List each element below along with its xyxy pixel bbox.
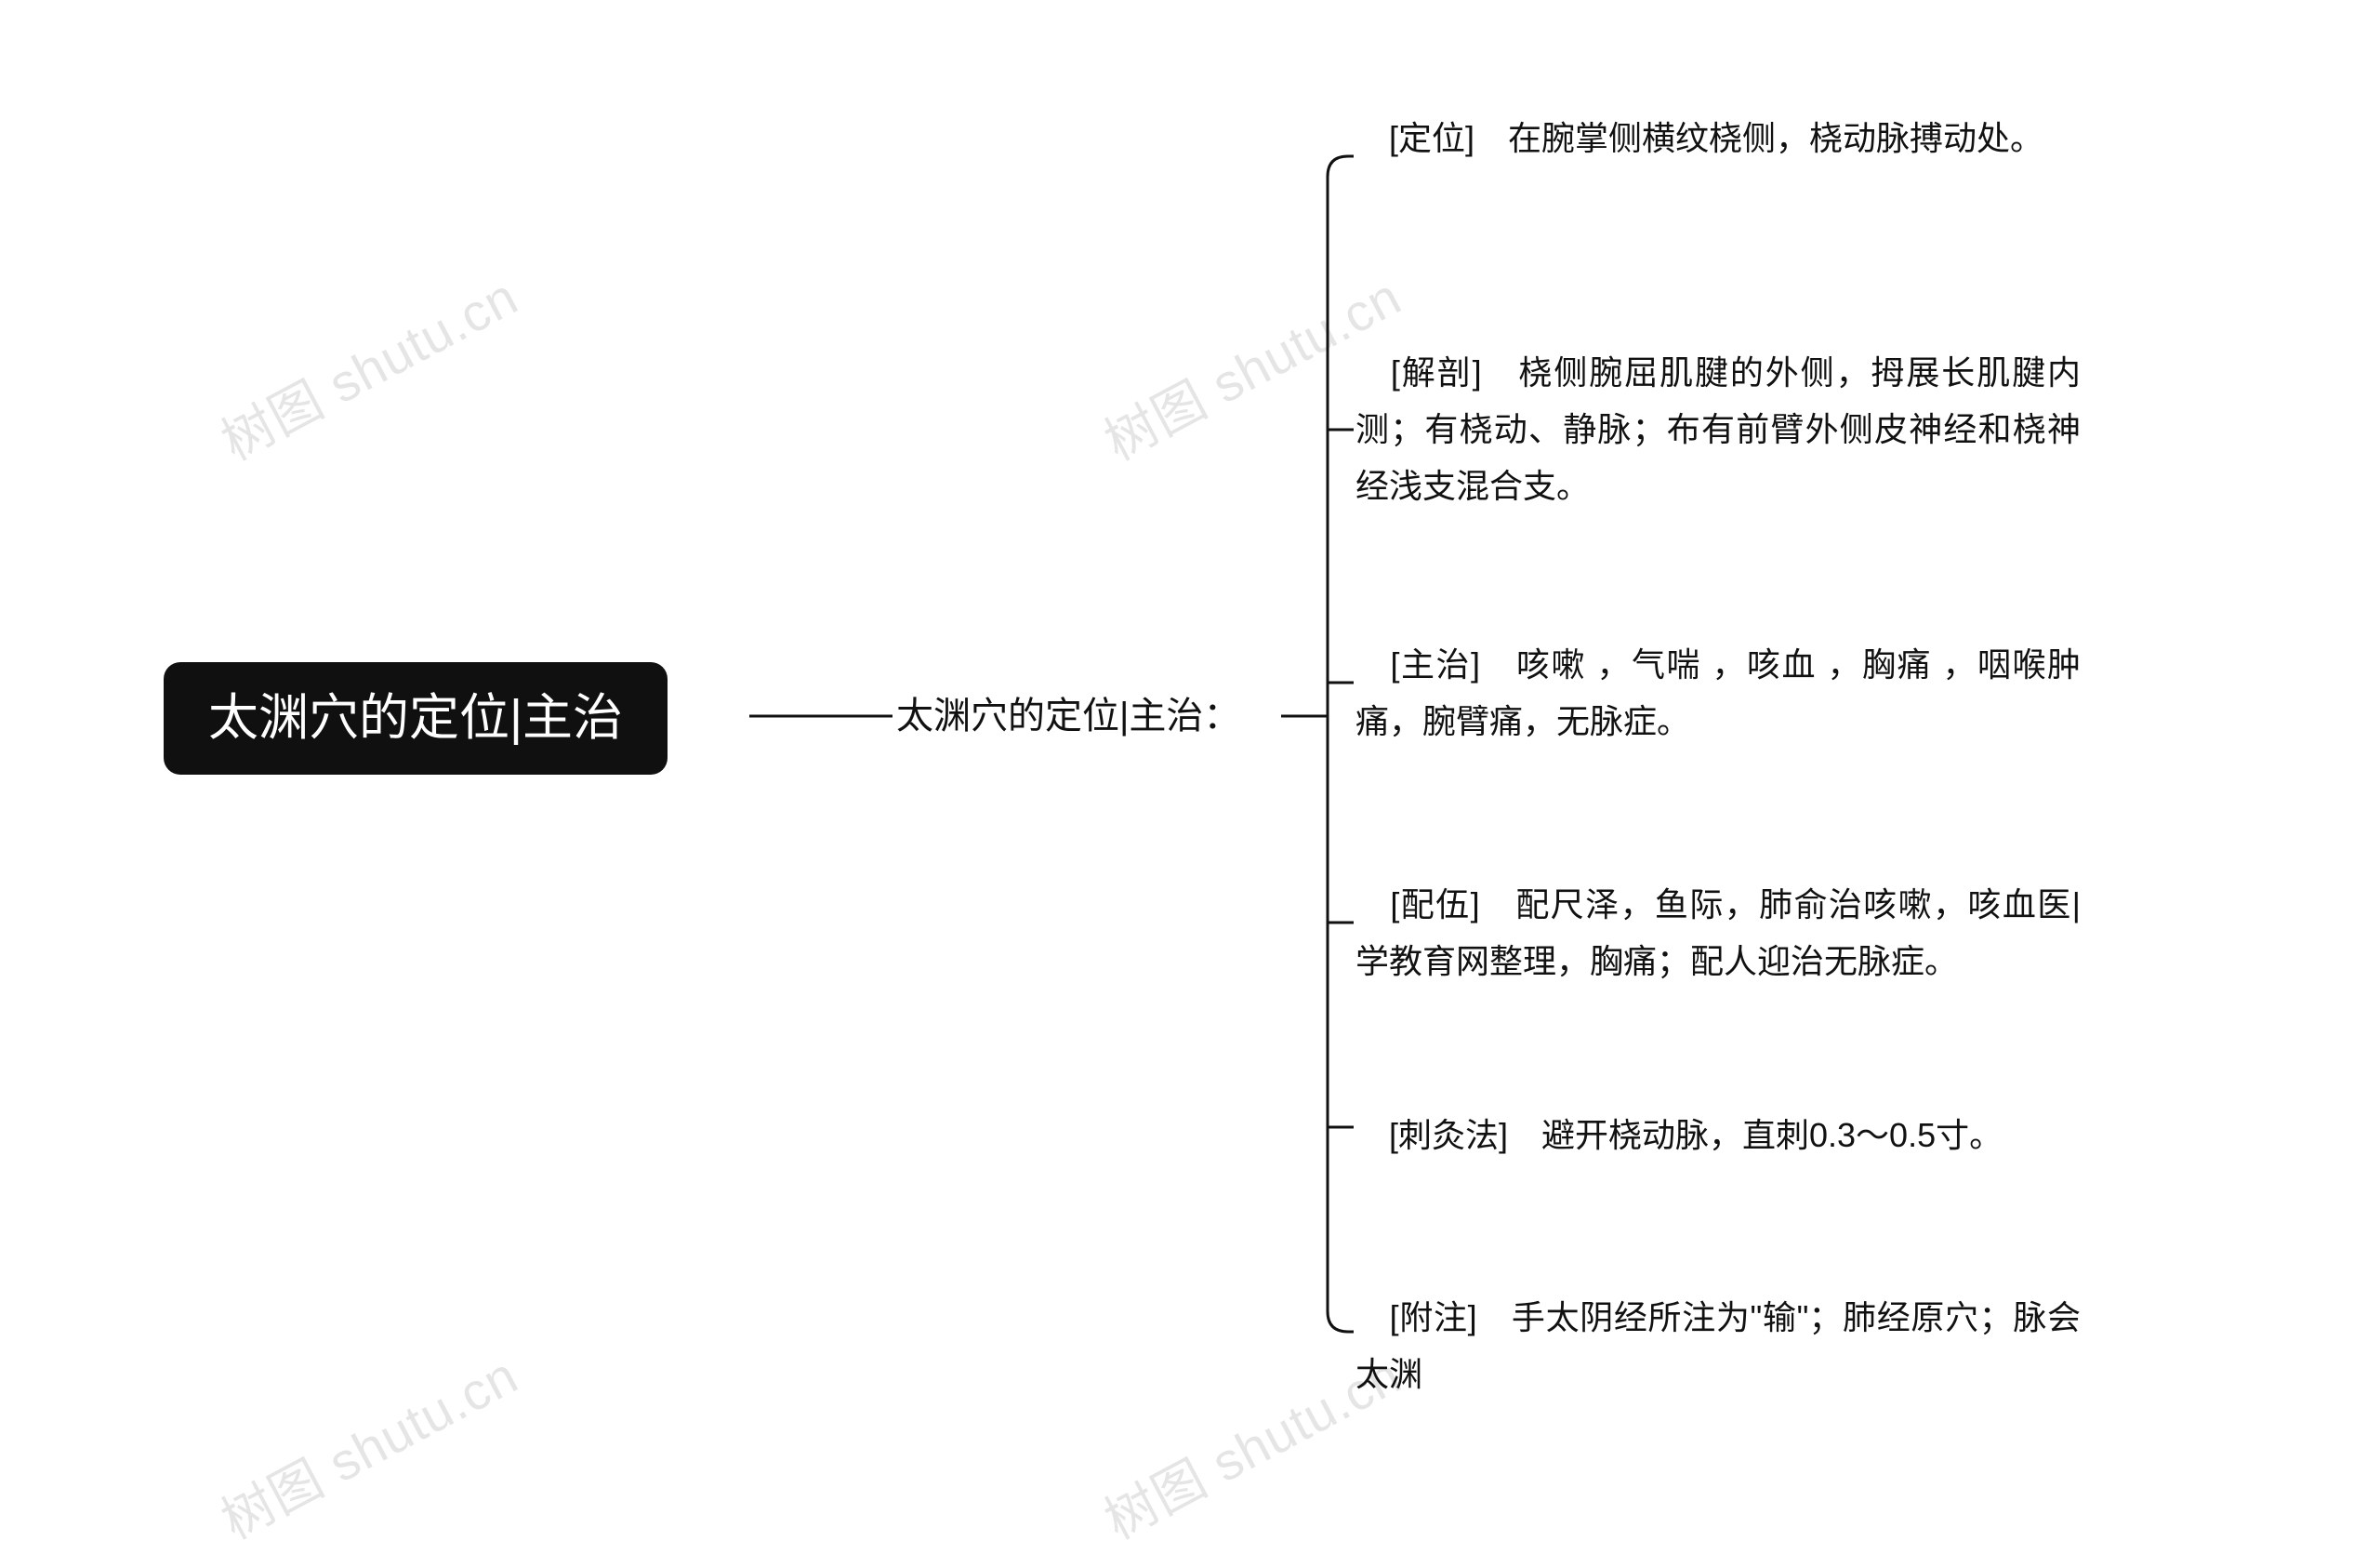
sub-node: 太渊穴的定位|主治： [896,692,1240,740]
mindmap-canvas: 树图 shutu.cn 树图 shutu.cn 树图 shutu.cn 树图 s… [0,0,2380,1554]
leaf-node: [刺灸法] 避开桡动脉，直刺0.3～0.5寸。 [1355,1107,2081,1163]
leaf-label: [附注] 手太阴经所注为"输"；肺经原穴；脉会太渊 [1355,1298,2081,1393]
leaf-label: [主治] 咳嗽 ，气喘 ，咳血 ，胸痛 ，咽喉肿痛，腕臂痛，无脉症。 [1355,645,2081,740]
root-node: 太渊穴的定位|主治 [164,662,668,775]
edge [1328,156,1354,177]
leaf-node: [附注] 手太阴经所注为"输"；肺经原穴；脉会太渊 [1355,1289,2081,1402]
leaf-node: [主治] 咳嗽 ，气喘 ，咳血 ，胸痛 ，咽喉肿痛，腕臂痛，无脉症。 [1355,636,2081,750]
sub-label: 太渊穴的定位|主治： [896,696,1240,737]
leaf-node: [定位] 在腕掌侧横纹桡侧，桡动脉搏动处。 [1355,110,2081,166]
leaf-label: [解剖] 桡侧腕屈肌腱的外侧，拇展长肌腱内测；有桡动、静脉；布有前臂外侧皮神经和… [1355,353,2081,505]
root-label: 太渊穴的定位|主治 [208,690,623,746]
leaf-node: [解剖] 桡侧腕屈肌腱的外侧，拇展长肌腱内测；有桡动、静脉；布有前臂外侧皮神经和… [1355,344,2081,515]
leaf-label: [定位] 在腕掌侧横纹桡侧，桡动脉搏动处。 [1355,119,2043,157]
leaf-label: [刺灸法] 避开桡动脉，直刺0.3～0.5寸。 [1355,1116,2003,1154]
leaf-label: [配伍] 配尺泽，鱼际，肺俞治咳嗽，咳血医|学教育网整理，胸痛；配人迎治无脉症。 [1355,885,2081,980]
leaf-node: [配伍] 配尺泽，鱼际，肺俞治咳嗽，咳血医|学教育网整理，胸痛；配人迎治无脉症。 [1355,876,2081,990]
edge [1328,1311,1354,1332]
